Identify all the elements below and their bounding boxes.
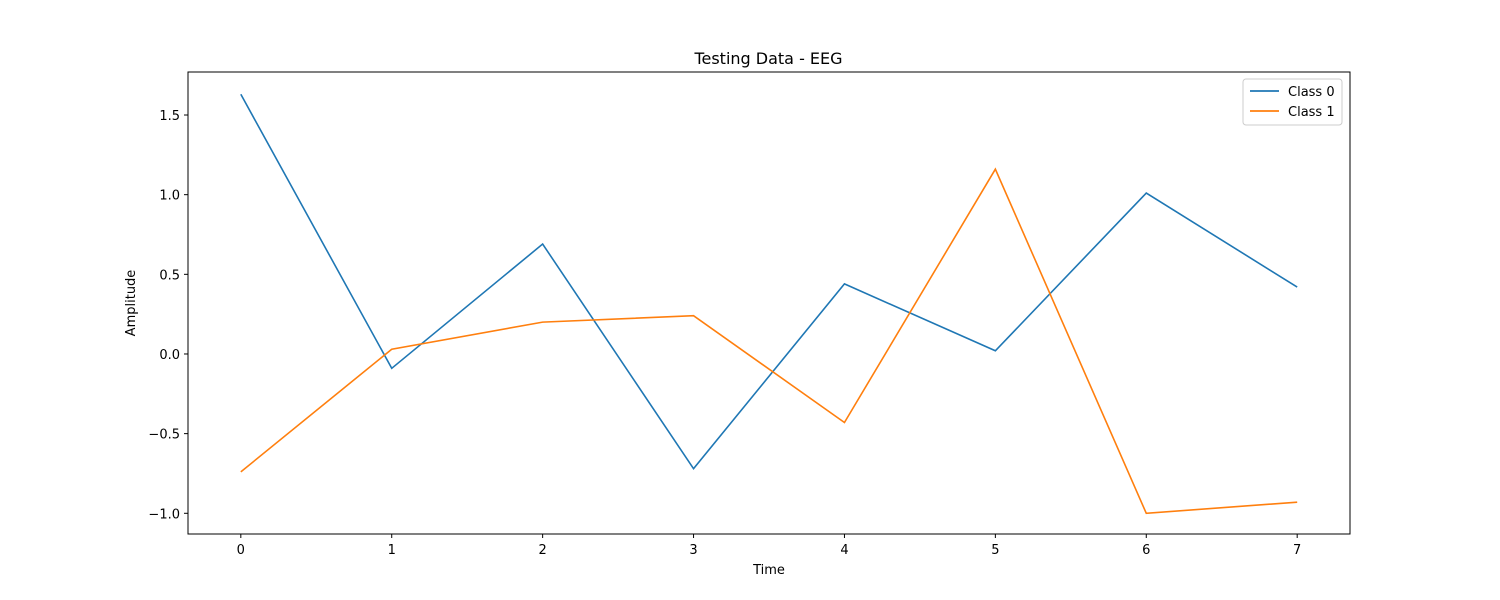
chart-title: Testing Data - EEG — [693, 49, 842, 68]
x-tick-label: 5 — [991, 543, 999, 558]
series-layer — [240, 93, 1298, 515]
legend-label: Class 1 — [1288, 105, 1335, 120]
x-tick-label: 1 — [388, 543, 396, 558]
x-tick-label: 0 — [237, 543, 245, 558]
x-tick-label: 6 — [1142, 543, 1150, 558]
y-axis-label: Amplitude — [124, 270, 139, 337]
x-axis: 0 1 2 3 4 5 6 7 — [237, 534, 1301, 558]
series-line-class-0 — [240, 93, 1298, 471]
x-axis-label: Time — [752, 563, 785, 578]
legend-label: Class 0 — [1288, 85, 1335, 100]
y-tick-label: 0.5 — [159, 268, 180, 283]
y-tick-label: 0.0 — [159, 348, 180, 363]
x-tick-label: 7 — [1293, 543, 1301, 558]
x-tick-label: 3 — [689, 543, 697, 558]
y-axis: −1.0 −0.5 0.0 0.5 1.0 1.5 — [148, 109, 188, 522]
y-tick-label: 1.5 — [159, 109, 180, 124]
legend: Class 0 Class 1 — [1242, 78, 1343, 126]
y-tick-label: 1.0 — [159, 189, 180, 204]
y-tick-label: −1.0 — [148, 507, 180, 522]
axes-frame — [187, 71, 1351, 535]
x-tick-label: 4 — [840, 543, 848, 558]
series-line-class-1 — [240, 167, 1298, 515]
y-tick-label: −0.5 — [148, 428, 180, 443]
x-tick-label: 2 — [538, 543, 546, 558]
